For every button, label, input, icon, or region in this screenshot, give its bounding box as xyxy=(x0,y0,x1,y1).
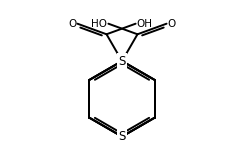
Text: S: S xyxy=(118,130,126,143)
Text: O: O xyxy=(68,19,76,29)
Text: OH: OH xyxy=(137,19,153,29)
Text: O: O xyxy=(168,19,176,29)
Text: S: S xyxy=(118,55,126,68)
Text: HO: HO xyxy=(91,19,107,29)
